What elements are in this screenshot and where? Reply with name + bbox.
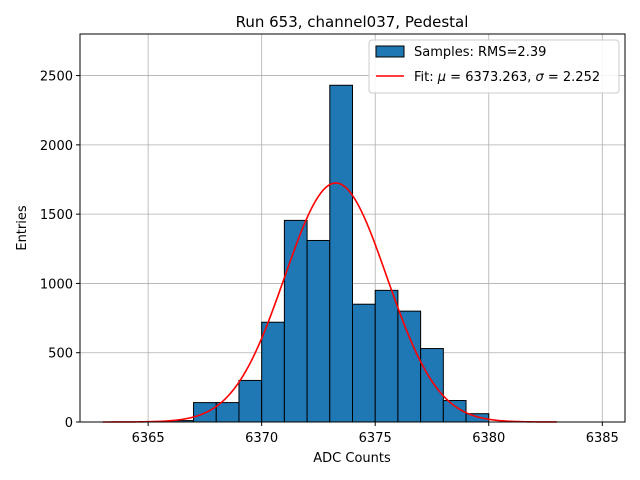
x-tick-label-0: 6365 xyxy=(132,431,165,446)
legend-sigma-symbol: σ xyxy=(536,70,545,85)
legend-box xyxy=(368,39,620,94)
legend-samples-label: Samples: RMS=2.39 xyxy=(414,45,546,60)
histogram-bar-8 xyxy=(352,303,376,423)
histogram-bar-11 xyxy=(420,348,444,423)
histogram-bar-10 xyxy=(397,310,422,423)
legend-mu-symbol: μ xyxy=(437,70,446,85)
y-axis-label: Entries xyxy=(15,205,30,251)
legend-fit-label: Fit: μ = 6373.263, σ = 2.252 xyxy=(414,70,600,85)
y-tick-label-2: 1000 xyxy=(40,277,73,292)
histogram-bar-9 xyxy=(374,289,399,423)
plot-frame xyxy=(79,33,626,423)
x-tick-label-2: 6375 xyxy=(359,431,392,446)
legend: Samples: RMS=2.39 Fit: μ = 6373.263, σ =… xyxy=(368,39,620,94)
x-axis-label: ADC Counts xyxy=(313,451,391,466)
y-tick-label-0: 0 xyxy=(65,416,73,431)
histogram-bar-5 xyxy=(283,219,308,423)
histogram-bar-7 xyxy=(329,84,353,423)
histogram-bar-6 xyxy=(306,239,331,423)
fit-curve xyxy=(102,182,557,423)
y-tick-label-3: 1500 xyxy=(40,208,73,223)
x-tick-label-4: 6385 xyxy=(586,431,619,446)
x-axis-ticks: 6365 6370 6375 6380 6385 xyxy=(132,422,619,446)
legend-bar-swatch xyxy=(375,45,405,58)
y-axis-ticks: 0 500 1000 1500 2000 2500 xyxy=(40,70,80,431)
x-tick-label-3: 6380 xyxy=(472,431,505,446)
y-tick-label-5: 2500 xyxy=(40,70,73,85)
legend-fit-prefix: Fit: xyxy=(414,70,438,85)
histogram-bar-2 xyxy=(215,402,240,423)
chart-title: Run 653, channel037, Pedestal xyxy=(236,13,469,31)
y-tick-label-1: 500 xyxy=(48,347,73,362)
histogram-bar-4 xyxy=(261,321,285,423)
histogram-bar-3 xyxy=(238,379,263,423)
x-tick-label-1: 6370 xyxy=(245,431,278,446)
legend-sigma-value: = 2.252 xyxy=(544,70,600,85)
histogram-bars xyxy=(170,84,490,423)
legend-mu-value: = 6373.263, xyxy=(446,70,535,85)
y-tick-label-4: 2000 xyxy=(40,139,73,154)
